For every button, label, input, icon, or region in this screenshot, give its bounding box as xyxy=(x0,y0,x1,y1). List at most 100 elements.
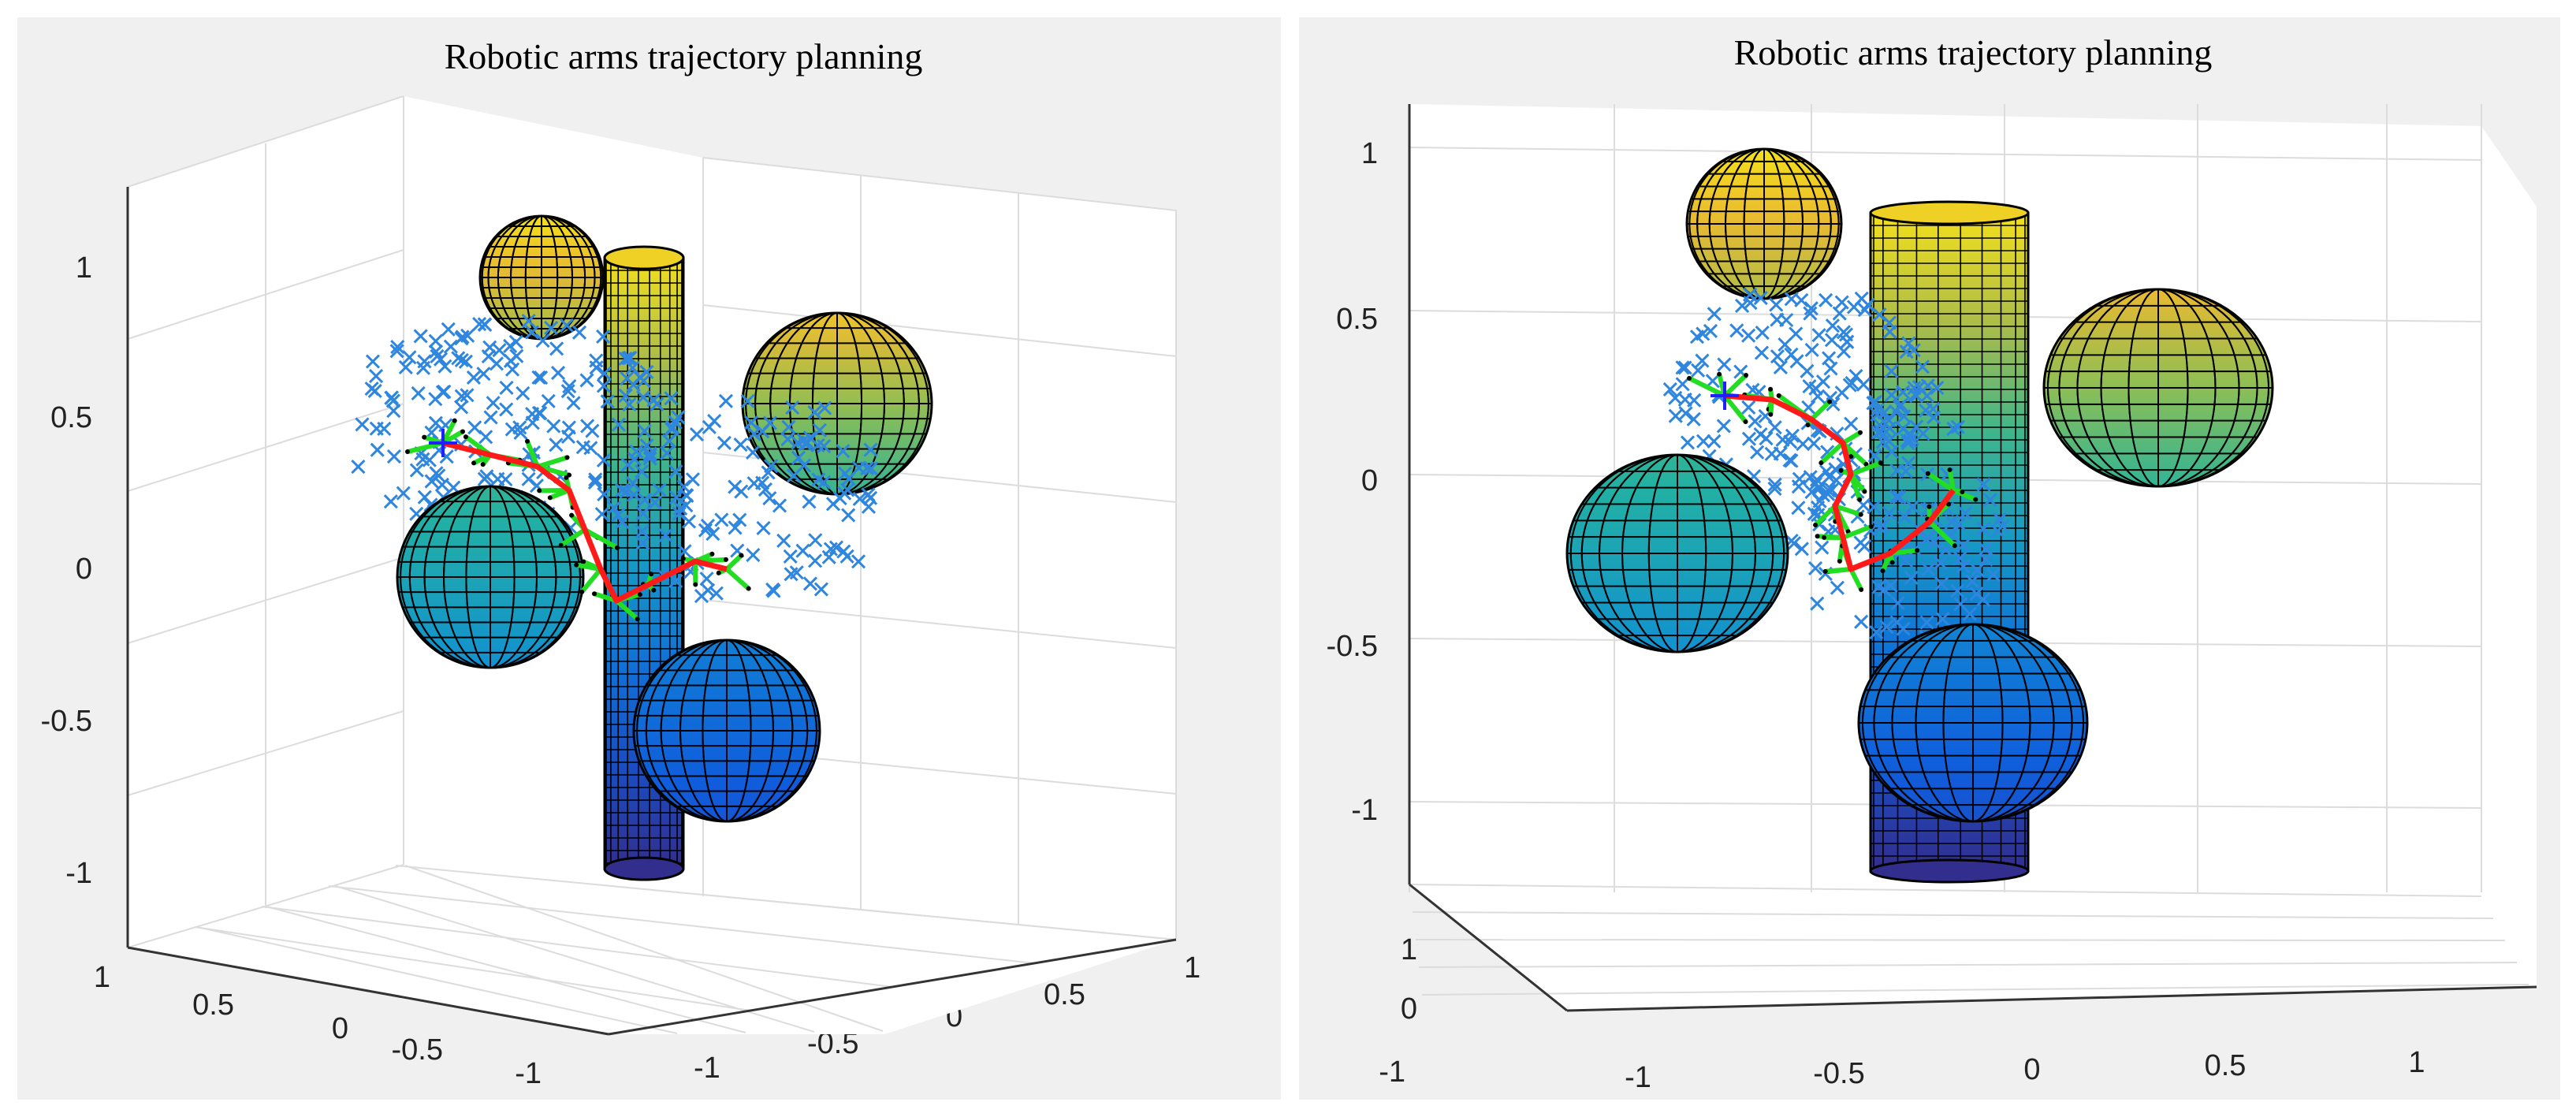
node-stroke xyxy=(483,410,498,425)
node-stroke xyxy=(1919,389,1934,404)
node-stroke xyxy=(1767,420,1782,435)
tree-edge xyxy=(594,591,617,603)
node-marker xyxy=(562,379,577,394)
tree-edge xyxy=(525,440,540,468)
node-stroke xyxy=(1811,389,1826,404)
tree-node xyxy=(460,429,466,434)
node-stroke xyxy=(802,576,818,591)
node-marker xyxy=(637,492,652,508)
node-stroke xyxy=(766,583,781,598)
node-marker xyxy=(694,589,709,604)
node-marker xyxy=(458,354,473,369)
node-marker xyxy=(478,430,493,445)
node-marker xyxy=(1753,427,1768,442)
node-stroke xyxy=(1993,512,2008,527)
z-tick-label: 0.5 xyxy=(1336,303,1378,336)
node-marker xyxy=(428,344,444,359)
y-tick-label: -1 xyxy=(1379,1056,1405,1089)
node-stroke xyxy=(1877,582,1892,598)
grid-line xyxy=(127,95,404,188)
node-stroke xyxy=(428,333,443,348)
node-marker xyxy=(622,397,637,412)
node-marker xyxy=(597,486,612,502)
node-marker xyxy=(734,484,749,499)
node-marker xyxy=(453,400,469,415)
node-stroke xyxy=(652,482,667,497)
y-tick-label: 1 xyxy=(94,961,110,994)
node-marker xyxy=(1808,560,1823,576)
node-marker xyxy=(1845,375,1859,390)
node-marker xyxy=(1956,538,1971,553)
node-marker xyxy=(859,460,875,476)
tree-node xyxy=(547,495,553,501)
node-marker xyxy=(1904,570,1919,585)
node-stroke xyxy=(1883,578,1898,593)
tree-node xyxy=(1889,560,1895,565)
scene xyxy=(351,214,933,881)
sphere-meridian xyxy=(2046,289,2270,487)
tree-edge xyxy=(1722,373,1748,398)
tree-node xyxy=(651,587,657,593)
node-marker xyxy=(762,491,777,506)
node-stroke xyxy=(795,543,810,558)
node-stroke xyxy=(618,351,633,366)
node-marker xyxy=(1899,553,1914,568)
node-stroke xyxy=(1791,479,1806,494)
node-stroke xyxy=(755,475,770,490)
node-stroke xyxy=(1879,620,1894,635)
node-marker xyxy=(1853,535,1868,550)
node-stroke xyxy=(1930,380,1945,395)
node-stroke xyxy=(535,333,550,348)
node-marker xyxy=(1716,419,1731,434)
node-marker xyxy=(1680,435,1696,450)
node-stroke xyxy=(618,388,633,403)
node-marker xyxy=(808,533,823,548)
node-stroke xyxy=(758,482,773,497)
node-marker xyxy=(1898,464,1913,478)
grid-line xyxy=(1409,884,2482,897)
tree-node xyxy=(1863,461,1869,467)
node-stroke xyxy=(817,475,832,490)
node-marker xyxy=(384,390,400,405)
node-stroke xyxy=(761,465,776,480)
tree-edge xyxy=(1819,441,1845,465)
node-marker xyxy=(807,405,822,420)
node-stroke xyxy=(1716,419,1731,434)
node-stroke xyxy=(1839,334,1855,349)
sphere-obstacle xyxy=(1857,623,2089,823)
node-marker xyxy=(635,535,650,551)
node-stroke xyxy=(355,417,370,432)
node-stroke xyxy=(664,391,679,406)
node-stroke xyxy=(1953,597,1968,612)
node-stroke xyxy=(1767,481,1782,497)
node-stroke xyxy=(1892,490,1907,505)
node-marker xyxy=(575,440,590,455)
node-marker xyxy=(1767,420,1782,435)
node-marker xyxy=(428,392,443,407)
tree-edge xyxy=(1809,400,1832,422)
tree-node xyxy=(1952,543,1957,549)
node-marker xyxy=(454,352,469,368)
node-stroke xyxy=(791,435,806,450)
node-marker xyxy=(1870,407,1885,423)
node-stroke xyxy=(596,452,611,467)
chart-title: Robotic arms trajectory planning xyxy=(1734,32,2213,73)
sphere-obstacle xyxy=(396,485,585,669)
node-stroke xyxy=(1933,556,1948,571)
grid-line xyxy=(702,599,1177,649)
node-stroke xyxy=(714,512,729,527)
tree-edge xyxy=(579,568,603,594)
node-stroke xyxy=(1982,493,1997,508)
tree-node xyxy=(1947,467,1952,472)
node-marker xyxy=(802,576,818,591)
node-marker xyxy=(1778,337,1792,352)
scene xyxy=(1565,147,2274,884)
node-marker xyxy=(443,339,458,354)
node-stroke xyxy=(1884,387,1899,403)
node-marker xyxy=(351,459,366,475)
node-stroke xyxy=(1867,500,1882,515)
node-marker xyxy=(611,508,626,523)
grid-line xyxy=(702,304,1177,357)
tree-node xyxy=(739,553,744,558)
node-marker xyxy=(755,475,770,490)
